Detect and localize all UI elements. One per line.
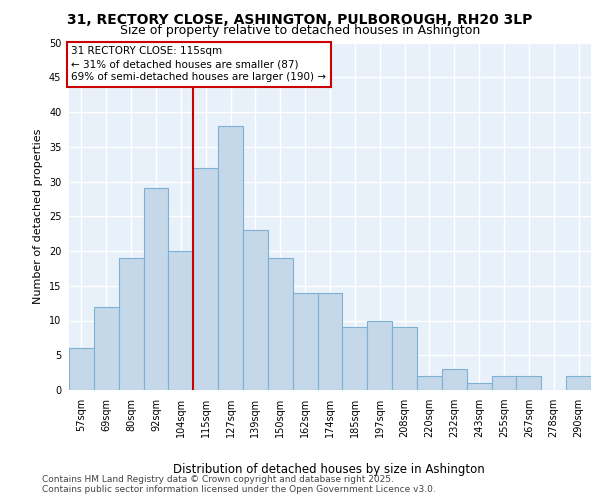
Text: Contains HM Land Registry data © Crown copyright and database right 2025.: Contains HM Land Registry data © Crown c… [42, 474, 394, 484]
Bar [293, 292, 317, 390]
Bar [243, 230, 268, 390]
Y-axis label: Number of detached properties: Number of detached properties [34, 128, 43, 304]
Text: Size of property relative to detached houses in Ashington: Size of property relative to detached ho… [120, 24, 480, 37]
Bar [69, 348, 94, 390]
Bar [491, 376, 517, 390]
Bar [367, 320, 392, 390]
Bar [193, 168, 218, 390]
Bar [392, 328, 417, 390]
Bar [218, 126, 243, 390]
Bar [94, 306, 119, 390]
Bar [442, 369, 467, 390]
Bar [417, 376, 442, 390]
Bar [566, 376, 591, 390]
Bar [517, 376, 541, 390]
Bar [119, 258, 143, 390]
Text: Contains public sector information licensed under the Open Government Licence v3: Contains public sector information licen… [42, 485, 436, 494]
Bar [143, 188, 169, 390]
Text: 31 RECTORY CLOSE: 115sqm
← 31% of detached houses are smaller (87)
69% of semi-d: 31 RECTORY CLOSE: 115sqm ← 31% of detach… [71, 46, 326, 82]
Text: Distribution of detached houses by size in Ashington: Distribution of detached houses by size … [173, 462, 485, 475]
Bar [268, 258, 293, 390]
Bar [317, 292, 343, 390]
Bar [169, 251, 193, 390]
Text: 31, RECTORY CLOSE, ASHINGTON, PULBOROUGH, RH20 3LP: 31, RECTORY CLOSE, ASHINGTON, PULBOROUGH… [67, 12, 533, 26]
Bar [467, 383, 491, 390]
Bar [343, 328, 367, 390]
